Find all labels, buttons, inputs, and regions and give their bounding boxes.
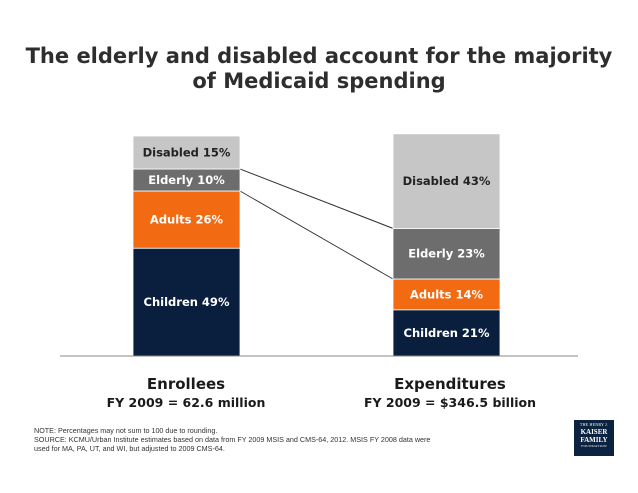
label-expenditures-adults: Adults 14% xyxy=(410,287,484,301)
note-line-1: NOTE: Percentages may not sum to 100 due… xyxy=(34,426,218,435)
label-expenditures-children: Children 21% xyxy=(404,326,490,340)
category-label-expenditures: Expenditures xyxy=(394,375,506,393)
connector-elderly-top xyxy=(239,168,394,229)
segment-labels: Children 49% Adults 26% Elderly 10% Disable… xyxy=(143,146,491,340)
connector-elderly-bottom xyxy=(239,190,394,280)
bar-expenditures-adults xyxy=(392,278,501,311)
connector-lines xyxy=(239,168,394,280)
label-enrollees-disabled: Disabled 15% xyxy=(143,146,231,160)
label-enrollees-elderly: Elderly 10% xyxy=(148,173,225,187)
chart-title-line-1: The elderly and disabled account for the… xyxy=(25,44,613,68)
logo-text-1: THE HENRY J. xyxy=(579,422,609,427)
label-enrollees-adults: Adults 26% xyxy=(150,213,224,227)
footnotes: NOTE: Percentages may not sum to 100 due… xyxy=(34,426,474,454)
label-expenditures-disabled: Disabled 43% xyxy=(403,174,491,188)
logo-text-4: FOUNDATION xyxy=(581,444,607,448)
category-label-enrollees: Enrollees xyxy=(147,375,225,393)
chart-title-line-2: of Medicaid spending xyxy=(192,69,446,93)
source-line-2: used for MA, PA, UT, and WI, but adjuste… xyxy=(34,444,225,454)
label-expenditures-elderly: Elderly 23% xyxy=(408,247,485,261)
bar-expenditures-disabled xyxy=(392,133,501,229)
chart-title: The elderly and disabled account for the… xyxy=(0,44,638,94)
logo-text-3: FAMILY xyxy=(580,436,608,444)
bars xyxy=(132,133,501,357)
category-subtitle-enrollees: FY 2009 = 62.6 million xyxy=(107,395,266,410)
bar-enrollees-disabled xyxy=(132,135,241,170)
kff-logo: THE HENRY J. KAISER FAMILY FOUNDATION xyxy=(574,420,614,456)
bar-expenditures-elderly xyxy=(392,227,501,280)
bar-enrollees-adults xyxy=(132,190,241,249)
category-labels: Enrollees FY 2009 = 62.6 million Expenditu… xyxy=(107,375,536,410)
label-enrollees-children: Children 49% xyxy=(144,295,230,309)
category-subtitle-expenditures: FY 2009 = $346.5 billion xyxy=(364,395,536,410)
bar-expenditures-children xyxy=(392,309,501,357)
source-line-1: SOURCE: KCMU/Urban Institute estimates b… xyxy=(34,435,431,445)
logo-text-2: KAISER xyxy=(580,428,608,436)
